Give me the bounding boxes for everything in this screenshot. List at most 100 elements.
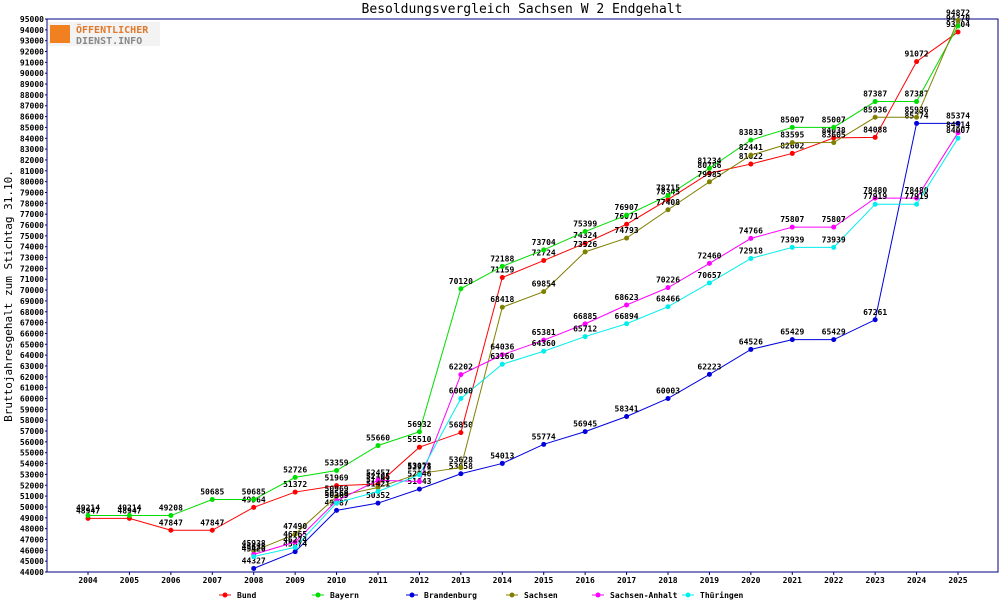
y-tick-label: 71000 bbox=[20, 275, 44, 284]
y-tick-label: 69000 bbox=[20, 297, 44, 306]
data-label: 47847 bbox=[159, 518, 183, 527]
data-point bbox=[375, 443, 381, 449]
data-point bbox=[541, 247, 547, 253]
y-tick-label: 61000 bbox=[20, 384, 44, 393]
data-label: 70226 bbox=[656, 276, 680, 285]
y-tick-label: 95000 bbox=[20, 15, 44, 24]
data-point bbox=[665, 395, 671, 401]
data-point bbox=[955, 130, 961, 136]
data-point bbox=[955, 120, 961, 126]
y-tick-label: 60000 bbox=[20, 395, 44, 404]
data-label: 65429 bbox=[822, 328, 846, 337]
data-point bbox=[955, 135, 961, 141]
data-point bbox=[458, 372, 464, 378]
y-tick-label: 91000 bbox=[20, 58, 44, 67]
data-point bbox=[831, 124, 837, 130]
data-label: 73939 bbox=[822, 235, 846, 244]
data-label: 84088 bbox=[863, 125, 887, 134]
data-label: 50685 bbox=[242, 488, 266, 497]
data-label: 72724 bbox=[532, 249, 556, 258]
data-point bbox=[334, 507, 340, 513]
data-point bbox=[499, 304, 505, 310]
y-tick-label: 74000 bbox=[20, 243, 44, 252]
data-label: 50352 bbox=[366, 491, 390, 500]
y-tick-label: 58000 bbox=[20, 416, 44, 425]
legend-marker bbox=[222, 592, 228, 598]
data-label: 84514 bbox=[946, 121, 970, 130]
data-label: 60000 bbox=[449, 387, 473, 396]
y-tick-label: 46000 bbox=[20, 546, 44, 555]
data-point bbox=[582, 240, 588, 246]
data-label: 45625 bbox=[242, 542, 266, 551]
data-point bbox=[458, 396, 464, 402]
y-tick-label: 50000 bbox=[20, 503, 44, 512]
data-point bbox=[126, 512, 132, 518]
x-tick-label: 2009 bbox=[286, 576, 305, 585]
data-label: 83605 bbox=[822, 131, 846, 140]
data-label: 84007 bbox=[946, 126, 970, 135]
logo-text: ÖFFENTLICHER bbox=[76, 22, 149, 36]
x-tick-label: 2017 bbox=[617, 576, 636, 585]
data-label: 56850 bbox=[449, 421, 473, 430]
x-tick-label: 2011 bbox=[368, 576, 387, 585]
y-tick-label: 57000 bbox=[20, 427, 44, 436]
data-point bbox=[582, 321, 588, 327]
data-point bbox=[624, 235, 630, 241]
data-point bbox=[872, 195, 878, 201]
data-label: 56945 bbox=[573, 420, 597, 429]
data-point bbox=[872, 99, 878, 105]
x-tick-label: 2008 bbox=[244, 576, 263, 585]
y-tick-label: 55000 bbox=[20, 449, 44, 458]
data-point bbox=[748, 255, 754, 261]
y-tick-label: 75000 bbox=[20, 232, 44, 241]
data-point bbox=[334, 500, 340, 506]
y-tick-label: 86000 bbox=[20, 113, 44, 122]
data-point bbox=[872, 134, 878, 140]
data-point bbox=[416, 486, 422, 492]
x-tick-label: 2024 bbox=[907, 576, 926, 585]
data-label: 66894 bbox=[615, 312, 639, 321]
data-point bbox=[416, 472, 422, 478]
x-tick-label: 2019 bbox=[700, 576, 719, 585]
data-point bbox=[789, 124, 795, 130]
data-point bbox=[541, 289, 547, 295]
data-label: 47847 bbox=[200, 518, 224, 527]
data-point bbox=[499, 460, 505, 466]
data-label: 73704 bbox=[532, 238, 556, 247]
data-label: 74766 bbox=[739, 226, 763, 235]
data-label: 46765 bbox=[283, 530, 307, 539]
y-tick-label: 79000 bbox=[20, 188, 44, 197]
data-label: 52105 bbox=[366, 472, 390, 481]
data-point bbox=[624, 212, 630, 218]
data-point bbox=[251, 497, 257, 503]
x-tick-label: 2007 bbox=[203, 576, 222, 585]
x-tick-label: 2025 bbox=[948, 576, 967, 585]
x-tick-label: 2016 bbox=[576, 576, 595, 585]
data-point bbox=[209, 527, 215, 533]
data-label: 76907 bbox=[615, 203, 639, 212]
data-point bbox=[914, 201, 920, 207]
data-point bbox=[375, 489, 381, 495]
data-label: 51372 bbox=[283, 480, 307, 489]
data-label: 87387 bbox=[863, 90, 887, 99]
data-point bbox=[292, 544, 298, 550]
data-point bbox=[748, 346, 754, 352]
series-line bbox=[253, 20, 959, 552]
data-point bbox=[748, 161, 754, 167]
y-tick-label: 72000 bbox=[20, 264, 44, 273]
data-label: 83595 bbox=[780, 131, 804, 140]
data-label: 55774 bbox=[532, 432, 556, 441]
data-point bbox=[872, 201, 878, 207]
data-label: 64526 bbox=[739, 337, 763, 346]
data-label: 77408 bbox=[656, 198, 680, 207]
y-tick-label: 89000 bbox=[20, 80, 44, 89]
data-label: 70120 bbox=[449, 277, 473, 286]
legend-label: Bayern bbox=[330, 591, 359, 600]
data-point bbox=[292, 531, 298, 537]
legend-label: Brandenburg bbox=[424, 591, 477, 600]
data-point bbox=[831, 224, 837, 230]
series-line bbox=[88, 25, 959, 517]
data-label: 68466 bbox=[656, 295, 680, 304]
data-label: 82602 bbox=[780, 141, 804, 150]
data-label: 60003 bbox=[656, 386, 680, 395]
